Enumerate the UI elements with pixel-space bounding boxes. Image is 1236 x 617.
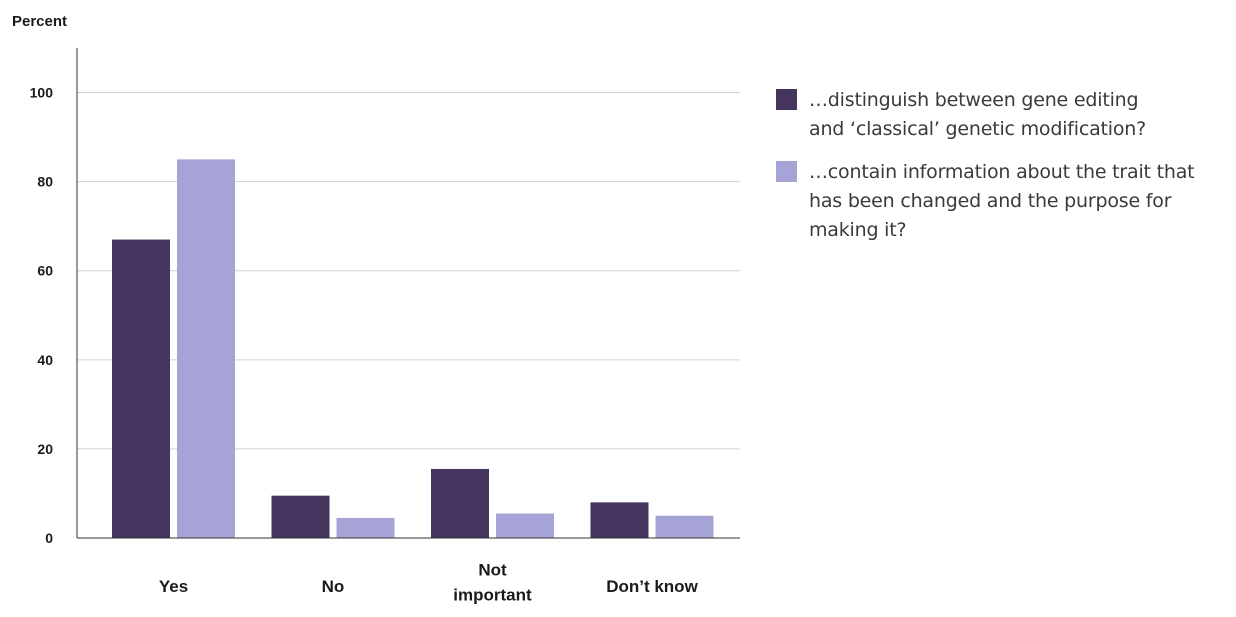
y-tick-label: 40 bbox=[37, 352, 53, 368]
bars bbox=[112, 159, 714, 538]
x-tick-label: Yes bbox=[159, 577, 188, 596]
bar-2 bbox=[177, 159, 235, 538]
y-tick-label: 60 bbox=[37, 263, 53, 279]
y-tick-label: 80 bbox=[37, 174, 53, 190]
bar-1 bbox=[431, 468, 489, 538]
x-tick-label: Don’t know bbox=[606, 577, 698, 596]
legend-label: …contain information about the trait tha… bbox=[809, 161, 1195, 241]
legend-label: …distinguish between gene editing and ‘cl… bbox=[809, 89, 1147, 140]
y-axis-ticks: 0 20 40 60 80 100 bbox=[30, 85, 54, 546]
bar-2 bbox=[655, 515, 714, 538]
x-tick-label: No bbox=[322, 577, 345, 596]
y-tick-label: 20 bbox=[37, 441, 53, 457]
legend-swatch bbox=[776, 161, 797, 182]
bar-1 bbox=[590, 502, 649, 538]
legend-item: …distinguish between gene editing and ‘cl… bbox=[776, 86, 1231, 144]
legend: …distinguish between gene editing and ‘cl… bbox=[776, 86, 1231, 259]
bar-1 bbox=[271, 495, 330, 538]
y-axis-title: Percent bbox=[12, 13, 67, 30]
legend-item: …contain information about the trait tha… bbox=[776, 158, 1231, 245]
y-tick-label: 100 bbox=[30, 85, 54, 101]
x-tick-label: Not important bbox=[453, 561, 532, 605]
legend-swatch bbox=[776, 89, 797, 110]
y-tick-label: 0 bbox=[45, 530, 53, 546]
gridlines bbox=[77, 92, 740, 450]
bar-2 bbox=[336, 517, 395, 538]
bar-2 bbox=[496, 513, 554, 538]
x-axis-labels: Yes No Not important Don’t know bbox=[159, 561, 699, 605]
bar-1 bbox=[112, 239, 170, 538]
